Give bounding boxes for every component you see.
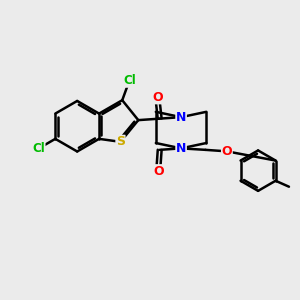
Text: N: N xyxy=(176,142,186,155)
Text: S: S xyxy=(116,135,125,148)
Text: O: O xyxy=(222,145,232,158)
Text: Cl: Cl xyxy=(123,74,136,87)
Text: O: O xyxy=(152,91,163,104)
Text: O: O xyxy=(153,165,164,178)
Text: Cl: Cl xyxy=(32,142,45,155)
Text: N: N xyxy=(176,111,186,124)
